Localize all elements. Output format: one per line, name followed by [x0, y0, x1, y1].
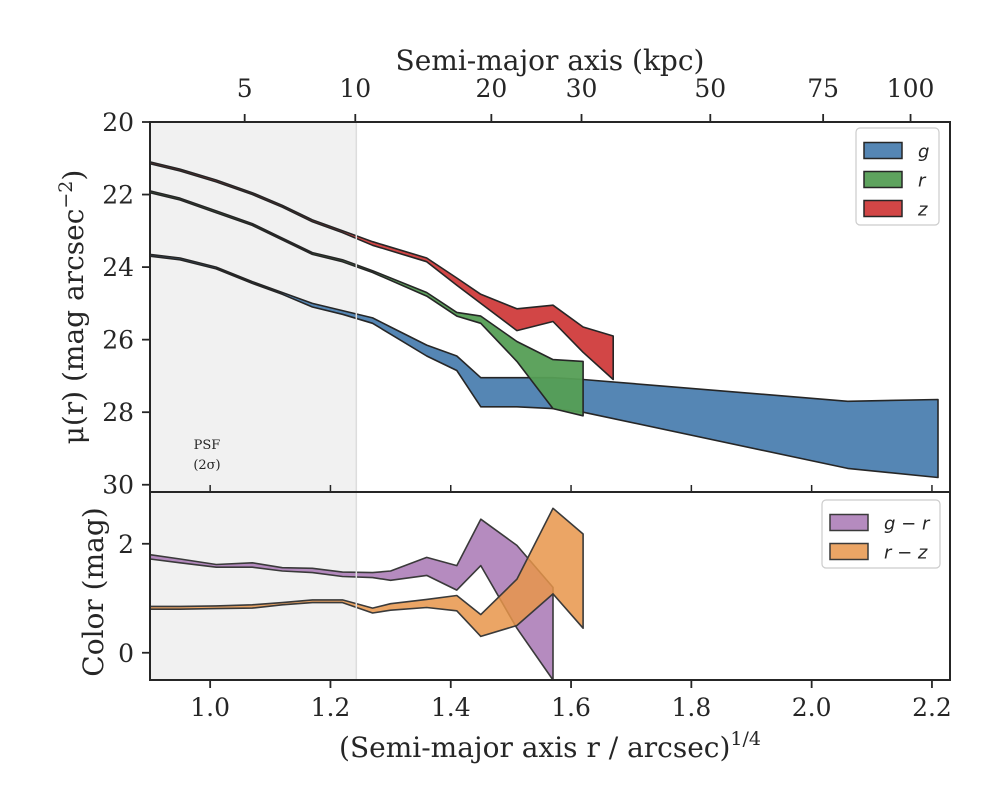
- xtick-label-5: 2.0: [792, 693, 832, 722]
- kpc-tick-label-100: 100: [887, 74, 935, 103]
- x-axis-title-exponent: 1/4: [730, 728, 761, 750]
- y-axis-title-top-main: μ(r) (mag arcsec: [57, 209, 90, 445]
- mu-band-g: [149, 253, 939, 479]
- xtick-label-6: 2.2: [912, 693, 952, 722]
- mu-band-r: [149, 190, 584, 417]
- top-axis-title: Semi-major axis (kpc): [396, 44, 705, 77]
- top-series-layer: [149, 161, 939, 479]
- color-legend-label-0: g − r: [884, 514, 931, 535]
- mu-legend-label-2: z: [917, 200, 928, 221]
- top-axis-layer: 20 22 24 26 28 30 5 10 20 30 50 75 100: [102, 74, 934, 500]
- mu-legend-swatch-1: [863, 170, 903, 189]
- mu-ytick-label-28: 28: [102, 398, 134, 427]
- bottom-panel: 0 2 1.0 1.2 1.4 1.6 1.8 2.0 2.2 g − r r − z: [118, 491, 952, 722]
- xtick-label-4: 1.8: [671, 693, 711, 722]
- kpc-tick-label-5: 5: [237, 74, 253, 103]
- mu-ytick-label-20: 20: [102, 108, 134, 137]
- color-legend-swatch-0: [829, 513, 869, 532]
- color-legend-swatch-1: [829, 542, 869, 561]
- xtick-label-2: 1.4: [431, 693, 471, 722]
- psf-label-line1: PSF: [194, 438, 221, 453]
- mu-ytick-label-24: 24: [102, 253, 134, 282]
- x-axis-title-main: (Semi-major axis r / arcsec): [339, 731, 730, 764]
- top-panel: 20 22 24 26 28 30 5 10 20 30 50 75 100 PSF (2σ) grz: [102, 74, 951, 500]
- y-axis-title-top: μ(r) (mag arcsec−2): [55, 170, 90, 445]
- xtick-label-1: 1.2: [311, 693, 351, 722]
- kpc-tick-label-20: 20: [475, 74, 507, 103]
- bottom-legend: g − r r − z: [821, 499, 941, 569]
- mu-legend-label-1: r: [918, 171, 927, 192]
- xtick-label-3: 1.6: [551, 693, 591, 722]
- mu-band-z: [149, 161, 614, 381]
- mu-ytick-label-26: 26: [102, 326, 134, 355]
- mu-ytick-label-30: 30: [102, 471, 134, 500]
- color-ytick-label-2: 2: [118, 530, 134, 559]
- y-axis-title-top-exponent: −2: [55, 181, 77, 209]
- kpc-tick-label-50: 50: [694, 74, 726, 103]
- color-legend-label-1: r − z: [884, 543, 928, 564]
- bottom-psf-region: [150, 492, 357, 680]
- kpc-tick-label-30: 30: [566, 74, 598, 103]
- kpc-tick-label-75: 75: [807, 74, 839, 103]
- psf-label-line2: (2σ): [193, 458, 220, 473]
- mu-legend-swatch-0: [863, 141, 903, 160]
- y-axis-title-top-suffix: ): [57, 170, 90, 181]
- top-legend: grz: [855, 127, 940, 226]
- x-axis-title: (Semi-major axis r / arcsec)1/4: [339, 728, 761, 764]
- mu-legend-label-0: g: [918, 142, 929, 163]
- bottom-plot-frame: [149, 491, 951, 681]
- color-ytick-label-0: 0: [118, 639, 134, 668]
- y-axis-title-bottom: Color (mag): [77, 507, 110, 676]
- kpc-tick-label-10: 10: [339, 74, 371, 103]
- color-band-rz: [149, 507, 584, 638]
- mu-legend-swatch-2: [863, 199, 903, 218]
- bottom-axis-layer: 0 2 1.0 1.2 1.4 1.6 1.8 2.0 2.2: [118, 492, 952, 722]
- xtick-label-0: 1.0: [190, 693, 230, 722]
- mu-ytick-label-22: 22: [102, 181, 134, 210]
